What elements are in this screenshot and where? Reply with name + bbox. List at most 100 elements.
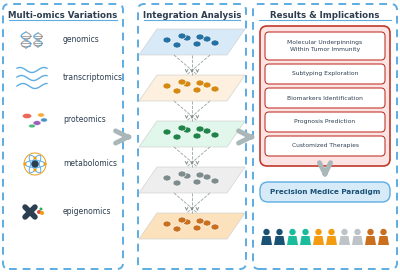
- Text: Biomarkers Identification: Biomarkers Identification: [287, 96, 363, 100]
- Ellipse shape: [211, 40, 219, 46]
- FancyBboxPatch shape: [265, 136, 385, 156]
- Polygon shape: [261, 236, 272, 245]
- Ellipse shape: [41, 118, 47, 122]
- Text: Customized Therapies: Customized Therapies: [292, 144, 358, 149]
- Circle shape: [32, 161, 38, 168]
- Ellipse shape: [183, 219, 191, 225]
- FancyBboxPatch shape: [265, 64, 385, 84]
- Circle shape: [341, 229, 348, 235]
- Ellipse shape: [22, 114, 32, 118]
- Polygon shape: [139, 29, 245, 55]
- Ellipse shape: [33, 121, 41, 125]
- Circle shape: [302, 229, 309, 235]
- Polygon shape: [139, 213, 245, 239]
- Polygon shape: [300, 236, 311, 245]
- Ellipse shape: [178, 79, 186, 85]
- Polygon shape: [139, 121, 245, 147]
- Ellipse shape: [38, 113, 44, 117]
- Ellipse shape: [196, 172, 204, 178]
- Circle shape: [34, 168, 36, 171]
- Polygon shape: [274, 236, 285, 245]
- Ellipse shape: [211, 178, 219, 184]
- Circle shape: [328, 229, 335, 235]
- Text: Integration Analysis: Integration Analysis: [143, 11, 241, 20]
- Polygon shape: [313, 236, 324, 245]
- Circle shape: [34, 156, 36, 159]
- Ellipse shape: [193, 225, 201, 231]
- Ellipse shape: [173, 134, 181, 140]
- Circle shape: [380, 229, 387, 235]
- FancyBboxPatch shape: [253, 4, 397, 269]
- Polygon shape: [139, 75, 245, 101]
- FancyBboxPatch shape: [138, 4, 246, 269]
- Circle shape: [40, 207, 42, 210]
- Ellipse shape: [163, 83, 171, 89]
- Ellipse shape: [196, 34, 204, 40]
- Ellipse shape: [196, 218, 204, 224]
- Ellipse shape: [183, 173, 191, 179]
- Text: genomics: genomics: [63, 35, 100, 44]
- Circle shape: [289, 229, 296, 235]
- Ellipse shape: [183, 35, 191, 41]
- Ellipse shape: [163, 37, 171, 43]
- Text: Results & Implications: Results & Implications: [270, 11, 380, 20]
- Ellipse shape: [196, 80, 204, 86]
- Ellipse shape: [173, 226, 181, 232]
- Circle shape: [315, 229, 322, 235]
- Ellipse shape: [183, 81, 191, 87]
- Ellipse shape: [178, 217, 186, 223]
- Polygon shape: [365, 236, 376, 245]
- Ellipse shape: [163, 175, 171, 181]
- Circle shape: [24, 162, 26, 165]
- FancyBboxPatch shape: [265, 88, 385, 108]
- Text: Subtyping Exploration: Subtyping Exploration: [292, 72, 358, 76]
- Polygon shape: [352, 236, 363, 245]
- Text: metabolomics: metabolomics: [63, 159, 117, 168]
- Ellipse shape: [203, 220, 211, 226]
- Ellipse shape: [29, 124, 35, 128]
- Circle shape: [276, 229, 283, 235]
- Circle shape: [24, 153, 46, 175]
- Text: Prognosis Prediction: Prognosis Prediction: [294, 120, 356, 124]
- Circle shape: [44, 162, 46, 165]
- Polygon shape: [378, 236, 389, 245]
- Ellipse shape: [203, 36, 211, 42]
- FancyBboxPatch shape: [260, 26, 390, 166]
- Circle shape: [367, 229, 374, 235]
- Ellipse shape: [203, 128, 211, 134]
- Ellipse shape: [178, 33, 186, 39]
- Ellipse shape: [173, 180, 181, 186]
- Ellipse shape: [178, 125, 186, 131]
- Ellipse shape: [196, 126, 204, 132]
- Ellipse shape: [183, 127, 191, 133]
- Ellipse shape: [193, 133, 201, 139]
- Text: Molecular Underpinnings
Within Tumor Immunity: Molecular Underpinnings Within Tumor Imm…: [288, 40, 362, 52]
- Circle shape: [263, 229, 270, 235]
- Polygon shape: [139, 167, 245, 193]
- Ellipse shape: [163, 129, 171, 135]
- Ellipse shape: [193, 87, 201, 93]
- Text: transcriptomics: transcriptomics: [63, 73, 123, 82]
- Polygon shape: [287, 236, 298, 245]
- Text: epigenomics: epigenomics: [63, 207, 112, 216]
- Circle shape: [40, 211, 44, 215]
- FancyBboxPatch shape: [3, 4, 123, 269]
- Ellipse shape: [211, 86, 219, 92]
- Ellipse shape: [173, 42, 181, 48]
- Ellipse shape: [173, 88, 181, 94]
- Ellipse shape: [193, 41, 201, 47]
- Text: proteomics: proteomics: [63, 115, 106, 124]
- Circle shape: [37, 210, 41, 214]
- FancyBboxPatch shape: [265, 112, 385, 132]
- FancyBboxPatch shape: [260, 182, 390, 202]
- Ellipse shape: [193, 179, 201, 185]
- Circle shape: [354, 229, 361, 235]
- Ellipse shape: [178, 171, 186, 177]
- Ellipse shape: [203, 82, 211, 88]
- Ellipse shape: [211, 224, 219, 230]
- Text: Precision Medice Paradigm: Precision Medice Paradigm: [270, 189, 380, 195]
- FancyBboxPatch shape: [265, 32, 385, 60]
- Ellipse shape: [211, 132, 219, 138]
- Polygon shape: [339, 236, 350, 245]
- Ellipse shape: [203, 174, 211, 180]
